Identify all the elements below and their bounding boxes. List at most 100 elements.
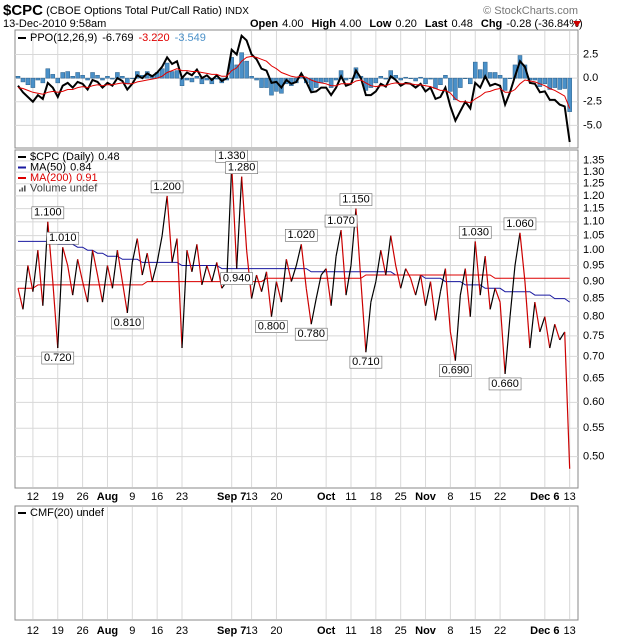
price-segment: [310, 298, 317, 325]
price-segment: [365, 302, 372, 353]
histogram-bar: [164, 62, 170, 79]
histogram-bar: [477, 69, 483, 79]
price-segment: [101, 265, 109, 303]
value-label-box: [41, 351, 75, 365]
value-label: 1.100: [34, 207, 62, 219]
price-segment: [285, 259, 292, 282]
value-label-box: [324, 214, 358, 228]
y-tick-label: 1.30: [583, 166, 604, 178]
value-label-box: [294, 327, 328, 341]
x-tick-label: 26: [76, 491, 88, 503]
histogram-bar: [189, 77, 195, 83]
x-tick-label: 11: [345, 491, 356, 503]
price-segment: [231, 165, 238, 269]
histogram-bar: [60, 72, 65, 79]
value-label: 1.060: [506, 218, 534, 230]
quote-value: -0.28 (-36.84%): [506, 18, 582, 30]
histogram-bar: [35, 77, 41, 81]
price-segment: [96, 274, 104, 303]
line: [17, 55, 571, 109]
price-segment: [539, 316, 546, 333]
line: [18, 240, 570, 303]
histogram-bar: [249, 76, 254, 79]
legend: Volume undef: [30, 182, 98, 194]
x-tick-label: 12: [27, 491, 39, 503]
price-segment: [265, 271, 273, 317]
value-label-box: [339, 193, 373, 206]
histogram-bar: [75, 72, 80, 79]
price-segment: [424, 281, 432, 306]
price-segment: [564, 331, 571, 469]
x-tick-label: Sep 7: [217, 625, 246, 637]
price-segment: [57, 247, 64, 349]
x-tick-label: Nov: [415, 491, 437, 503]
price-segment: [454, 295, 461, 361]
histogram-bar: [433, 77, 438, 89]
histogram-bar: [343, 77, 349, 81]
x-tick-label: 23: [176, 625, 188, 637]
x-tick-label: 19: [52, 625, 64, 637]
x-tick-label: Sep 7: [217, 491, 246, 503]
histogram-bar: [328, 77, 334, 88]
histogram-bar: [502, 77, 508, 91]
histogram-bar: [378, 76, 384, 79]
legend-name: $CPC (Daily): [30, 151, 94, 163]
x-tick-label: Aug: [97, 491, 118, 503]
histogram-bar: [557, 77, 562, 90]
histogram-bar: [393, 75, 398, 79]
quote-value: 4.00: [282, 18, 303, 30]
histogram-bar: [65, 71, 70, 79]
price-segment: [390, 235, 397, 266]
legend-value: -3.220: [138, 32, 169, 44]
histogram-bar: [30, 77, 36, 88]
y-tick-label: 1.00: [583, 244, 604, 256]
price-segment: [305, 288, 312, 325]
value-label: 1.030: [461, 226, 489, 238]
cmf-frame: [14, 505, 579, 621]
legend: CMF(20) undef: [30, 507, 105, 519]
histogram-bar: [25, 77, 31, 86]
histogram-bar: [254, 77, 259, 81]
quote-value: 0.48: [451, 18, 472, 30]
value-label-box: [31, 206, 65, 220]
histogram-bar: [472, 61, 478, 79]
price-segment: [400, 268, 407, 289]
x-tick-label: 13: [245, 625, 257, 637]
price-segment: [116, 250, 123, 282]
y-tick-label: 0.80: [583, 311, 604, 323]
histogram-bar: [423, 77, 428, 85]
quote-value: 4.00: [340, 18, 361, 30]
histogram-bar: [537, 77, 543, 87]
value-label-box: [220, 272, 253, 285]
histogram-bar: [468, 77, 473, 85]
price-segment: [419, 274, 427, 306]
x-tick-label: 19: [52, 491, 64, 503]
value-label: 1.020: [288, 229, 316, 241]
x-tick-label: 15: [469, 491, 481, 503]
value-label-box: [458, 226, 492, 239]
histogram-bar: [120, 76, 125, 79]
price-segment: [171, 238, 178, 263]
value-label: 0.710: [352, 356, 380, 368]
value-label-box: [255, 320, 288, 333]
y-tick-label: 0.50: [583, 451, 604, 463]
x-tick-label: 22: [494, 491, 506, 503]
legend-value: -3.549: [175, 32, 206, 44]
price-segment: [429, 281, 437, 321]
price-segment: [444, 268, 451, 332]
value-label-box: [284, 229, 318, 242]
x-tick-label: 23: [176, 491, 188, 503]
x-tick-label: 12: [27, 625, 39, 637]
value-label-box: [150, 180, 184, 194]
x-tick-label: 8: [447, 491, 453, 503]
price-segment: [474, 241, 481, 296]
histogram-bar: [428, 77, 433, 80]
histogram-bar: [20, 77, 26, 83]
price-segment: [226, 165, 233, 282]
price-segment: [241, 176, 248, 251]
histogram-bar: [110, 77, 115, 80]
line: [18, 274, 570, 289]
legend-value: 0.48: [98, 151, 119, 163]
value-label-box: [349, 355, 383, 369]
price-segment: [519, 232, 526, 282]
